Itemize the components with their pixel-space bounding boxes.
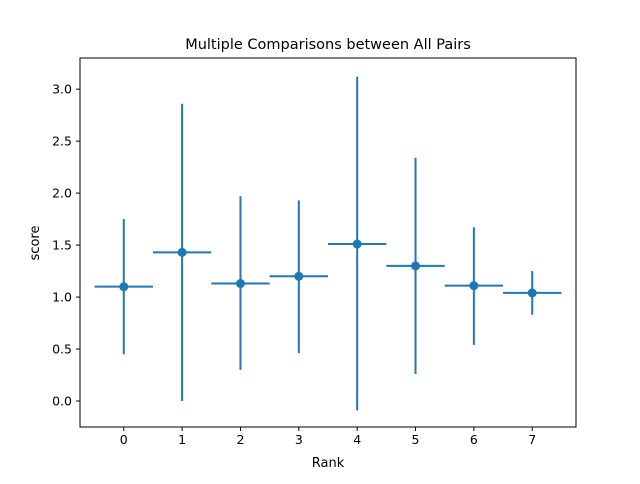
x-tick-label: 3: [295, 432, 303, 447]
x-axis-label: Rank: [312, 456, 345, 471]
data-point: [294, 271, 304, 281]
x-tick-label: 4: [353, 432, 361, 447]
data-point: [177, 247, 187, 257]
y-tick-label: 1.5: [52, 238, 72, 253]
axes: 0 1 2 3 4 5 6 7 0.0 0.5 1.0 1.5 2.0 2.5 3.0: [52, 82, 536, 447]
x-tick-label: 6: [470, 432, 478, 447]
y-tick-label: 1.0: [52, 290, 72, 305]
y-tick-label: 2.5: [52, 134, 72, 149]
data-point: [352, 239, 362, 249]
y-axis-label: score: [28, 226, 43, 261]
x-tick-label: 2: [236, 432, 244, 447]
y-tick-label: 0.0: [52, 394, 72, 409]
data-point: [411, 261, 421, 271]
x-tick-label: 0: [120, 432, 128, 447]
data-point: [119, 282, 129, 292]
y-tick-label: 2.0: [52, 186, 72, 201]
errorbar-series: [94, 76, 562, 411]
y-tick-label: 0.5: [52, 342, 72, 357]
data-point: [235, 279, 245, 289]
data-point: [527, 288, 537, 298]
plot-frame: [79, 57, 577, 428]
x-tick-label: 7: [528, 432, 536, 447]
y-tick-label: 3.0: [52, 82, 72, 97]
x-tick-label: 1: [178, 432, 186, 447]
x-tick-label: 5: [412, 432, 420, 447]
chart-title: Multiple Comparisons between All Pairs: [185, 37, 471, 53]
data-point: [469, 281, 479, 291]
